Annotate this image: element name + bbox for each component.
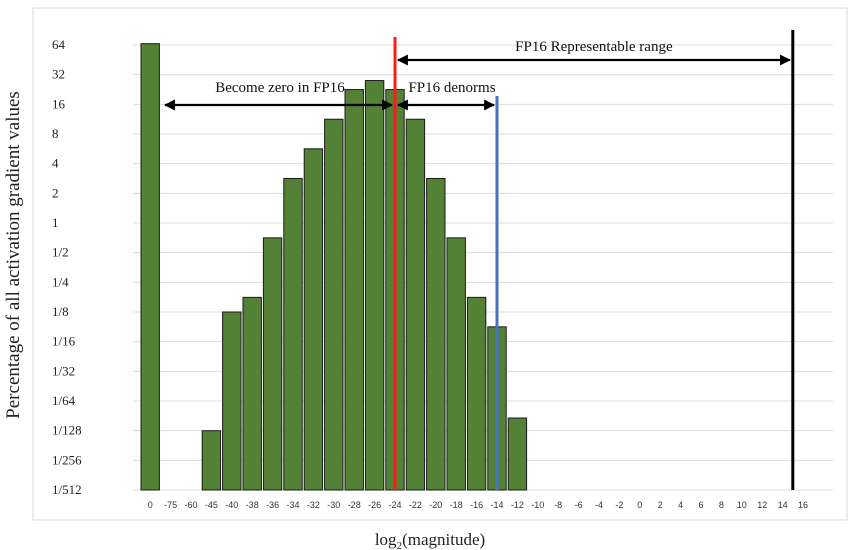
- x-tick-label: -45: [205, 500, 218, 510]
- y-tick-label: 4: [52, 156, 59, 171]
- bar: [466, 296, 487, 491]
- y-tick-label: 1/512: [52, 482, 82, 497]
- x-tick-label: 2: [658, 500, 663, 510]
- x-tick-label: -20: [429, 500, 442, 510]
- bar: [140, 43, 160, 491]
- y-tick-label: 1/4: [52, 274, 69, 289]
- x-tick-label: 16: [798, 500, 808, 510]
- x-tick-label: -22: [409, 500, 422, 510]
- annotations: Become zero in FP16 FP16 denorms FP16 Repr…: [163, 39, 791, 111]
- bar: [344, 89, 364, 491]
- x-axis-label-rest: (magnitude): [402, 530, 485, 549]
- x-axis-label-base: log: [375, 530, 397, 549]
- x-tick-label: -30: [327, 500, 340, 510]
- x-tick-label: -16: [470, 500, 483, 510]
- x-tick-label: 12: [757, 500, 767, 510]
- x-tick-label: 6: [698, 500, 703, 510]
- y-axis-label: Percentage of all activation gradient va…: [3, 91, 24, 419]
- x-tick-label: -32: [307, 500, 320, 510]
- x-tick-label: -26: [368, 500, 381, 510]
- y-tick-label: 2: [52, 185, 59, 200]
- y-tick-label: 1/8: [52, 304, 69, 319]
- bar: [324, 118, 344, 491]
- y-tick-label: 8: [52, 126, 59, 141]
- bar: [262, 237, 283, 491]
- y-tick-label: 1/16: [52, 334, 76, 349]
- x-tick-label: -8: [554, 500, 562, 510]
- x-tick-label: 0: [637, 500, 642, 510]
- bar: [283, 177, 303, 491]
- x-tick-label: -18: [450, 500, 463, 510]
- x-tick-label: 14: [778, 500, 788, 510]
- x-tick-label: -4: [595, 500, 603, 510]
- x-tick-label: 10: [737, 500, 747, 510]
- y-tick-label: 1/256: [52, 452, 82, 467]
- bar: [222, 311, 242, 491]
- y-tick-label: 1/64: [52, 393, 76, 408]
- y-tick-label: 1/128: [52, 423, 82, 438]
- x-tick-label: 0: [148, 500, 153, 510]
- annotation-label: Become zero in FP16: [215, 80, 345, 96]
- y-tick-label: 32: [52, 67, 65, 82]
- x-tick-label: 4: [678, 500, 683, 510]
- bar: [446, 237, 466, 491]
- annotation-label: FP16 Representable range: [515, 39, 673, 55]
- bar: [303, 148, 324, 491]
- x-tick-label: -36: [266, 500, 279, 510]
- y-tick-label: 1/32: [52, 363, 75, 378]
- y-tick-label: 1/2: [52, 245, 69, 260]
- x-tick-label: -34: [286, 500, 299, 510]
- x-tick-label: -40: [225, 500, 238, 510]
- x-tick-label: -24: [388, 500, 401, 510]
- chart-frame: [32, 7, 848, 521]
- bar: [507, 417, 528, 491]
- bars: [140, 43, 528, 491]
- annotation-label: FP16 denorms: [408, 80, 495, 96]
- bar: [364, 80, 385, 491]
- y-axis-ticks: 64 32 16 8 4 2 1 1/2 1/4 1/8 1/16 1/32 1/64 1/128 1/25…: [52, 37, 82, 497]
- y-tick-label: 16: [52, 96, 66, 111]
- x-tick-label: -75: [164, 500, 177, 510]
- bar: [405, 118, 426, 491]
- x-tick-label: -60: [184, 500, 197, 510]
- x-tick-label: -10: [531, 500, 544, 510]
- x-tick-label: -2: [615, 500, 623, 510]
- x-tick-label: -14: [490, 500, 503, 510]
- x-tick-label: 8: [719, 500, 724, 510]
- x-axis-ticks: 0 -75 -60 -45 -40 -38 -36 -34 -32 -30 -28 -26 -24 -22…: [148, 500, 808, 510]
- y-tick-label: 64: [52, 37, 66, 52]
- x-tick-label: -38: [246, 500, 259, 510]
- bar: [201, 430, 222, 491]
- x-tick-label: -6: [575, 500, 583, 510]
- bar: [242, 296, 262, 491]
- bar: [426, 177, 446, 491]
- x-tick-label: -12: [511, 500, 524, 510]
- x-tick-label: -28: [348, 500, 361, 510]
- x-axis-label-sub: 2: [397, 540, 403, 550]
- y-tick-label: 1: [52, 215, 59, 230]
- reference-lines: [393, 30, 795, 490]
- x-axis-label: log2(magnitude): [375, 530, 485, 550]
